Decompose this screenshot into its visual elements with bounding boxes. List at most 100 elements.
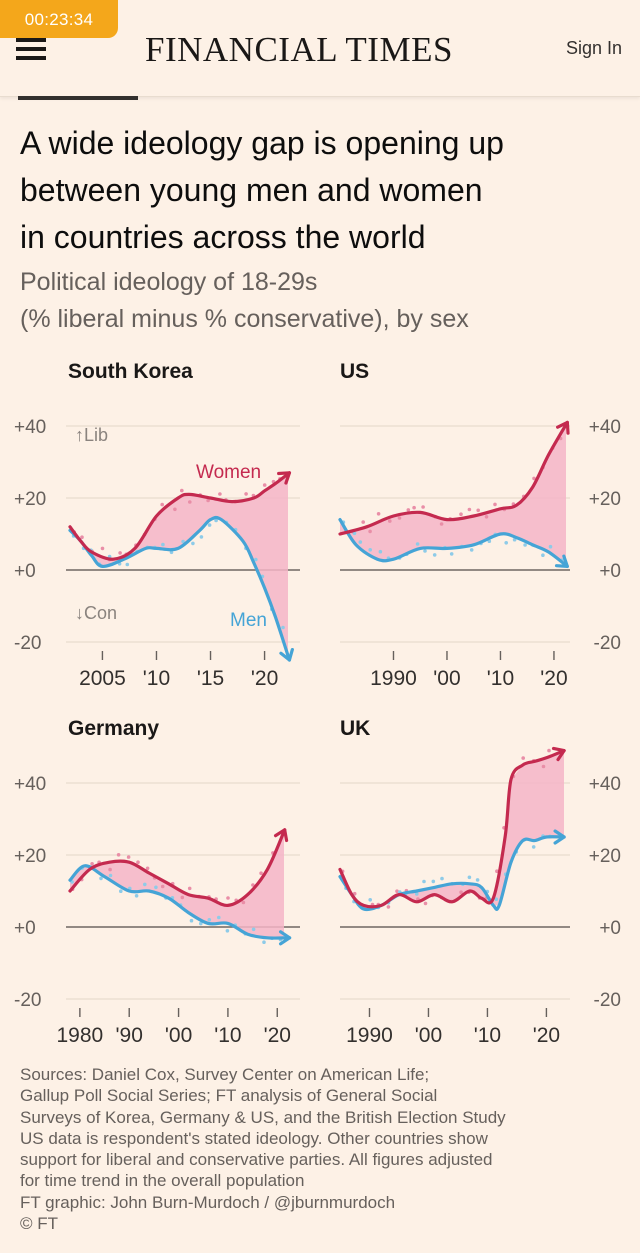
x-tick-label: '10 (143, 667, 170, 690)
hamburger-menu-icon[interactable] (16, 38, 46, 62)
data-point (376, 512, 381, 516)
data-point (136, 860, 140, 864)
data-point (251, 883, 255, 887)
data-point (214, 518, 218, 523)
data-point (475, 878, 480, 882)
data-point (281, 625, 285, 630)
data-point (504, 541, 509, 545)
data-point (188, 500, 192, 504)
note-line: Surveys of Korea, Germany & US, and the … (20, 1107, 506, 1127)
data-point (423, 549, 427, 553)
x-tick-label: 1990 (370, 667, 417, 690)
note-line: US data is respondent's stated ideology.… (20, 1128, 488, 1148)
data-point (116, 853, 121, 857)
data-point (459, 512, 463, 516)
x-tick-label: 2005 (79, 667, 126, 690)
data-point (241, 900, 246, 905)
x-tick-label: '00 (165, 1024, 192, 1047)
data-point (412, 505, 416, 510)
data-point (207, 523, 212, 527)
data-point (134, 894, 139, 898)
data-point (181, 539, 185, 544)
data-point (440, 876, 444, 881)
data-point (145, 866, 150, 871)
note-line: FT graphic: John Burn-Murdoch / @jburnmu… (20, 1192, 396, 1212)
data-point (395, 889, 399, 893)
y-tick-label: +40 (589, 774, 621, 795)
data-point (187, 886, 192, 891)
data-point (254, 557, 258, 562)
data-point (199, 535, 204, 539)
x-tick-label: '00 (415, 1024, 442, 1047)
data-point (523, 543, 527, 547)
data-point (421, 505, 425, 509)
data-point (386, 905, 391, 909)
y-tick-label: +40 (14, 774, 46, 795)
data-point (388, 519, 392, 523)
data-point (191, 541, 195, 546)
top-bar: 00:23:34 FINANCIAL TIMES Sign In (0, 0, 640, 97)
women-arrowhead (273, 828, 289, 843)
data-point (378, 549, 383, 554)
data-point (218, 492, 222, 496)
data-point (494, 897, 499, 901)
gap-fill-area (340, 424, 566, 566)
small-multiples-chart: South Korea +40 +20 +0 -20 2005 '10 '15 '20 Women… (14, 360, 621, 1047)
data-point (484, 515, 489, 519)
y-tick-label: +40 (14, 417, 46, 438)
section-rule (18, 96, 138, 100)
x-tick-label: '10 (214, 1024, 241, 1047)
subtitle: Political ideology of 18-29s (% liberal … (20, 264, 620, 338)
data-point (352, 891, 357, 896)
data-point (99, 876, 103, 881)
data-point (154, 885, 158, 890)
y-tick-label: +0 (599, 918, 621, 939)
data-point (352, 531, 357, 536)
con-annotation: ↓Con (75, 603, 117, 623)
panel-title: Germany (68, 717, 159, 740)
note-line: for time trend in the overall population (20, 1171, 305, 1191)
data-point (217, 915, 221, 920)
data-point (225, 929, 230, 933)
y-tick-label: +40 (589, 417, 621, 438)
data-point (368, 548, 373, 552)
x-tick-label: '20 (533, 1024, 560, 1047)
data-point (189, 918, 194, 923)
women-line (68, 828, 287, 908)
note-line: Gallup Poll Social Series; FT analysis o… (20, 1086, 438, 1106)
panel-title: US (340, 360, 369, 383)
data-point (180, 488, 184, 493)
data-point (161, 542, 165, 547)
x-tick-label: '00 (433, 667, 460, 690)
brand-logo[interactable]: FINANCIAL TIMES (145, 30, 453, 69)
data-point (439, 522, 444, 526)
data-point (493, 502, 497, 507)
data-point (548, 544, 553, 549)
headline-line: in countries across the world (20, 219, 426, 255)
data-point (361, 520, 366, 524)
sign-in-link[interactable]: Sign In (565, 38, 622, 58)
data-point (358, 540, 363, 544)
headline-line: between young men and women (20, 172, 483, 208)
data-point (422, 879, 426, 884)
data-point (531, 845, 536, 849)
panel-title: South Korea (68, 360, 193, 383)
data-point (406, 508, 411, 512)
data-point (423, 901, 428, 906)
data-point (415, 892, 419, 896)
x-tick-label: '10 (474, 1024, 501, 1047)
x-tick-label: '15 (197, 667, 224, 690)
data-point (467, 875, 472, 880)
y-tick-label: +0 (14, 918, 36, 939)
x-tick-label: '10 (487, 667, 514, 690)
x-tick-label: '20 (264, 1024, 291, 1047)
women-arrowhead (277, 471, 292, 485)
y-tick-label: +20 (589, 846, 621, 867)
men-arrowhead (554, 554, 569, 568)
data-point (259, 871, 263, 875)
data-point (467, 507, 472, 512)
x-tick-label: 1990 (346, 1024, 393, 1047)
subtitle-line: Political ideology of 18-29s (20, 268, 318, 296)
data-point (160, 884, 165, 889)
men-arrowhead (553, 829, 566, 845)
